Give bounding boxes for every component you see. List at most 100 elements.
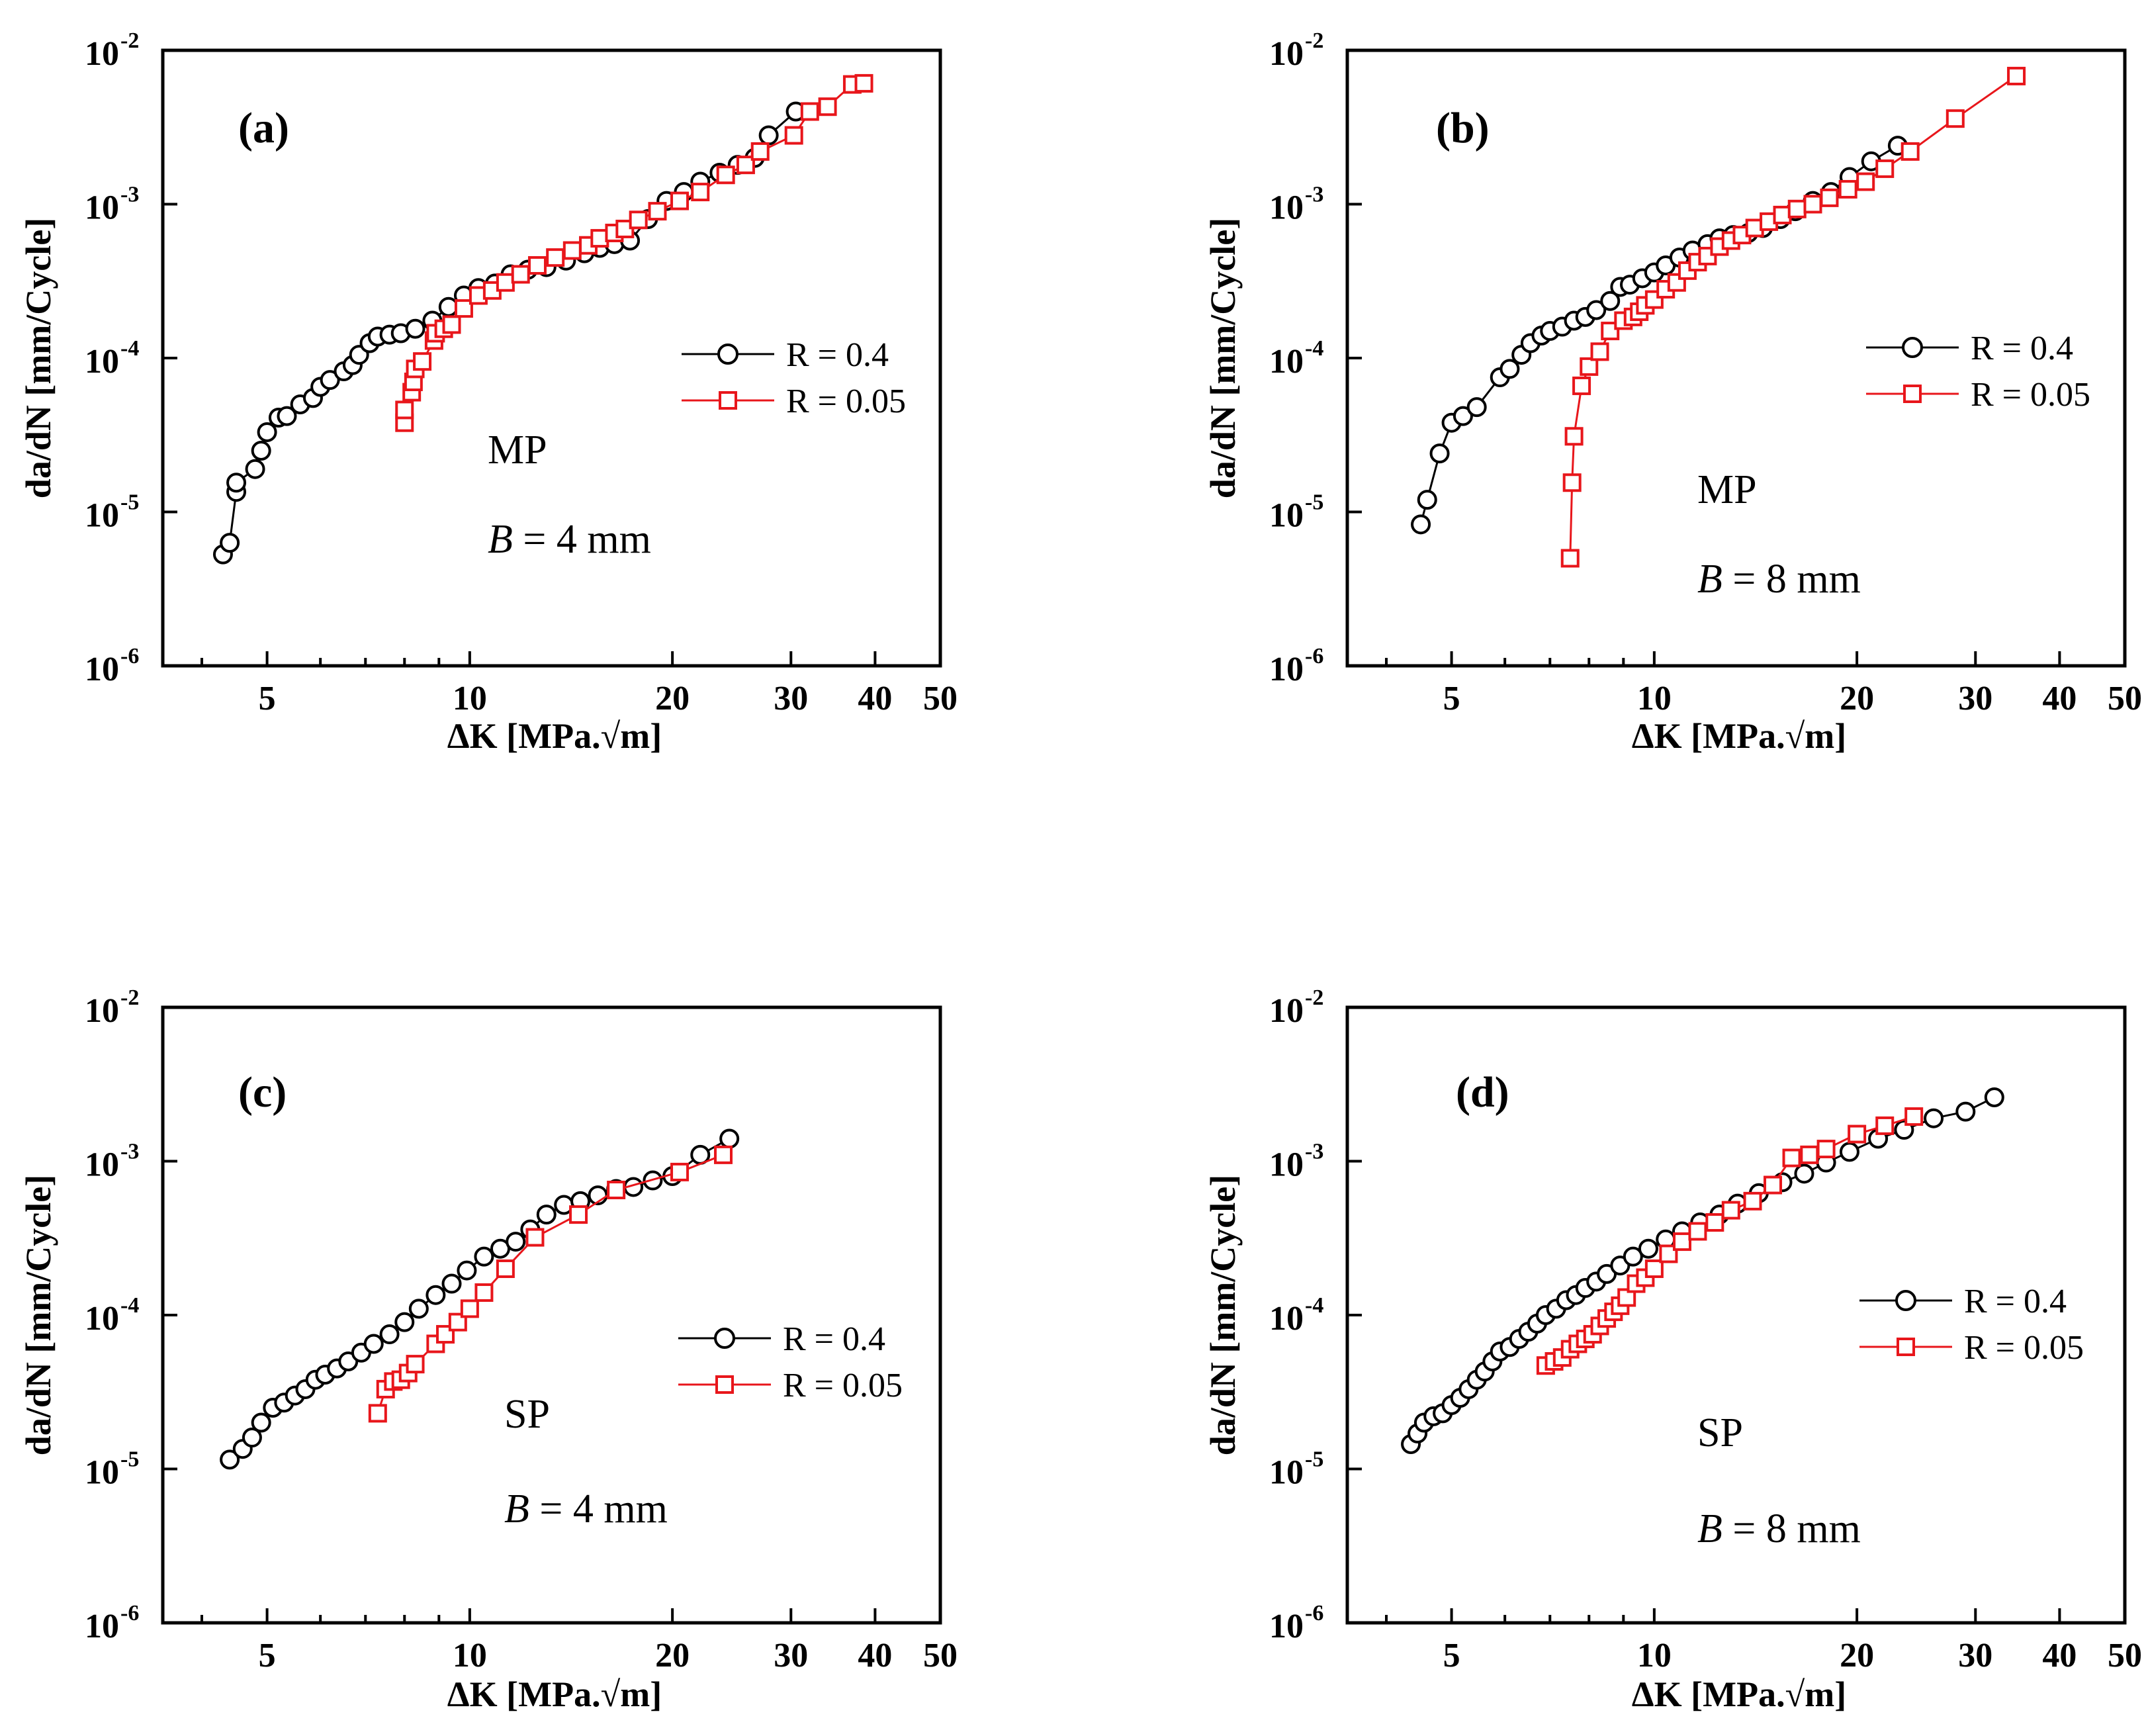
x-tick-label: 20: [1840, 680, 1874, 717]
data-point: [242, 1428, 262, 1448]
data-point: [1560, 549, 1580, 568]
legend-label: R = 0.4: [1964, 1283, 2067, 1320]
y-tick-exponent: -3: [1305, 183, 1323, 207]
legend-entry: R = 0.05: [1859, 1329, 2084, 1367]
x-tick-label: 50: [923, 680, 958, 717]
panel-label: (c): [238, 1068, 287, 1117]
y-tick-exponent: -6: [120, 1601, 139, 1625]
y-tick-exponent: -2: [120, 985, 139, 1010]
data-point: [426, 1334, 445, 1353]
data-point: [1617, 1288, 1636, 1307]
y-tick-exponent: -2: [1305, 28, 1323, 53]
x-tick-label: 10: [1637, 1637, 1672, 1674]
data-point: [1453, 406, 1473, 426]
x-axis-title: ΔK [MPa.√m]: [447, 716, 662, 756]
data-point: [1924, 1108, 1944, 1128]
y-tick-label: 10: [85, 497, 119, 535]
legend-entry: R = 0.4: [682, 336, 889, 374]
legend-marker: [1895, 1290, 1916, 1311]
data-point: [736, 156, 755, 175]
x-tick-label: 10: [453, 1637, 487, 1674]
thickness-symbol: B: [488, 517, 513, 562]
y-tick-exponent: -5: [120, 490, 139, 515]
data-point: [408, 1299, 429, 1319]
data-point: [442, 315, 461, 334]
thickness-annotation: B = 8 mm: [1697, 1506, 1861, 1551]
data-point: [1623, 1246, 1643, 1267]
y-tick-label: 10: [1269, 1454, 1304, 1492]
data-point: [1848, 1124, 1867, 1144]
data-point: [474, 1283, 494, 1302]
data-point: [527, 256, 547, 275]
panel-label: (a): [238, 104, 289, 152]
legend-marker: [1903, 385, 1922, 403]
data-point: [800, 102, 819, 121]
y-tick-label: 10: [1269, 343, 1304, 381]
legend-label: R = 0.4: [783, 1320, 885, 1358]
data-point: [691, 183, 710, 202]
data-point: [379, 1324, 400, 1345]
legend-entry: R = 0.4: [1859, 1283, 2067, 1320]
x-tick-label: 40: [2042, 1637, 2077, 1674]
series-r-0-4: [1401, 1087, 2004, 1454]
data-point: [1787, 199, 1807, 218]
legend-label: R = 0.05: [786, 383, 906, 420]
data-point: [457, 1260, 477, 1281]
data-point: [1904, 1107, 1924, 1126]
data-point: [1590, 342, 1609, 361]
data-point: [719, 1128, 740, 1149]
y-tick-exponent: -4: [120, 336, 139, 361]
data-point: [1705, 1213, 1724, 1232]
thickness-annotation: B = 4 mm: [488, 517, 651, 562]
y-axis-title: da/dN [mm/Cycle]: [19, 218, 58, 498]
data-point: [1638, 1238, 1658, 1259]
data-point: [436, 1325, 455, 1344]
thickness-symbol: B: [504, 1486, 529, 1531]
data-point: [670, 1162, 690, 1181]
data-point: [245, 459, 265, 479]
y-tick-label: 10: [1269, 189, 1304, 227]
thickness-annotation: B = 8 mm: [1697, 557, 1861, 602]
y-tick-label: 10: [1269, 1300, 1304, 1338]
data-point: [277, 406, 297, 426]
data-point: [395, 400, 414, 420]
y-tick-label: 10: [85, 35, 119, 73]
legend-marker: [1902, 337, 1923, 358]
data-point: [1644, 1259, 1664, 1279]
thickness-annotation: B = 4 mm: [504, 1486, 668, 1531]
data-point: [251, 1412, 271, 1433]
data-point: [406, 1355, 425, 1374]
x-tick-label: 50: [923, 1637, 958, 1674]
y-tick-exponent: -3: [1305, 1140, 1323, 1164]
x-tick-label: 20: [655, 1637, 690, 1674]
data-point: [474, 1246, 494, 1267]
data-point: [607, 1180, 626, 1199]
legend-label: R = 0.05: [783, 1367, 903, 1404]
y-tick-label: 10: [85, 992, 119, 1030]
x-tick-label: 10: [453, 680, 487, 717]
legend-marker: [1897, 1338, 1915, 1356]
data-point: [1688, 1222, 1707, 1241]
y-tick-label: 10: [85, 1300, 119, 1338]
y-tick-exponent: -5: [120, 1447, 139, 1472]
x-axis-title: ΔK [MPa.√m]: [1632, 716, 1846, 756]
x-tick-label: 30: [774, 1637, 808, 1674]
data-point: [226, 473, 247, 493]
data-point: [1586, 300, 1607, 320]
x-tick-label: 50: [2108, 680, 2142, 717]
data-point: [670, 191, 690, 210]
y-tick-label: 10: [85, 343, 119, 381]
y-tick-exponent: -6: [1305, 644, 1323, 668]
y-tick-exponent: -3: [120, 1140, 139, 1164]
data-point: [394, 1312, 415, 1332]
data-point: [562, 241, 582, 260]
data-point: [1794, 1164, 1814, 1184]
data-point: [1875, 1116, 1895, 1135]
y-tick-exponent: -4: [120, 1293, 139, 1318]
x-tick-label: 30: [1958, 680, 1992, 717]
data-point: [1580, 357, 1599, 376]
y-tick-label: 10: [85, 651, 119, 688]
